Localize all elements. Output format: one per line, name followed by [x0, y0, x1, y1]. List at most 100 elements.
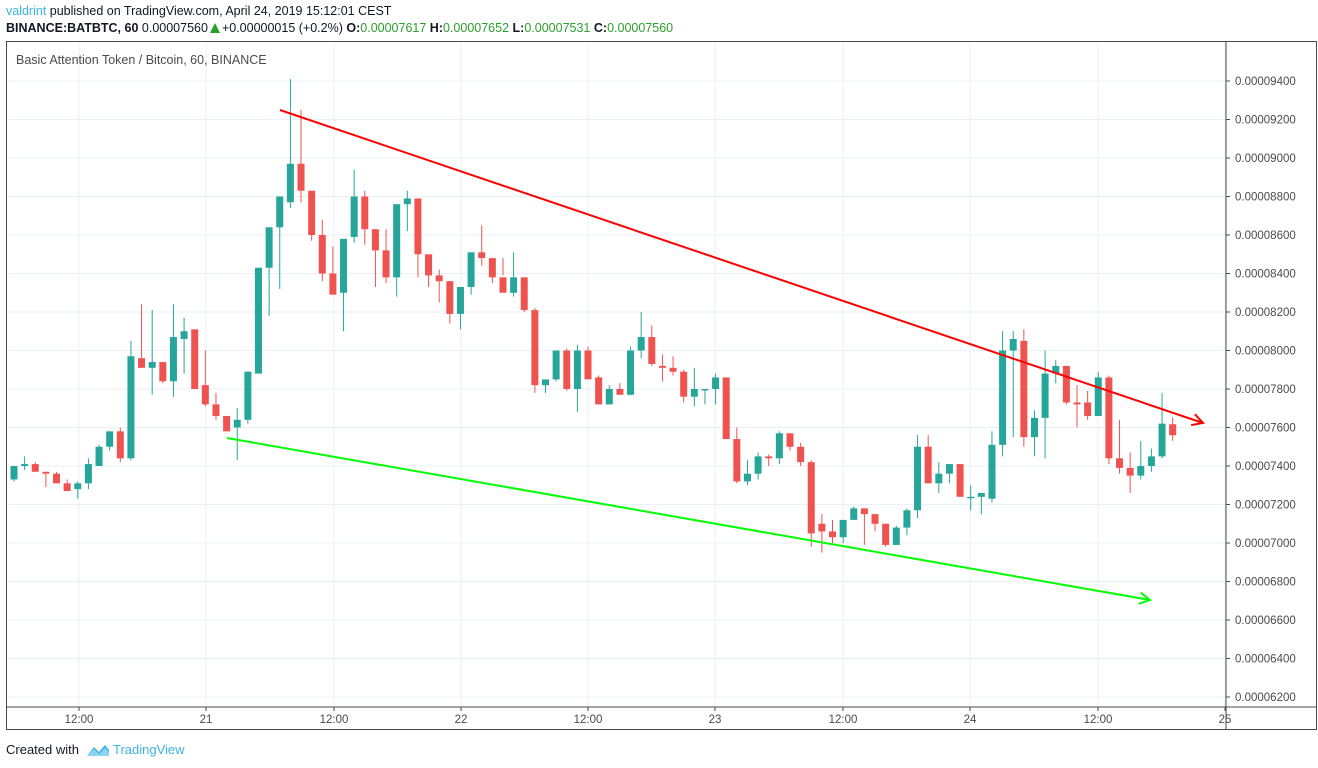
candle [680, 369, 688, 403]
x-tick-label: 23 [709, 714, 722, 726]
candle [1030, 410, 1038, 457]
candle [95, 444, 103, 466]
candle [53, 471, 61, 484]
x-tick-label: 22 [455, 714, 468, 726]
candle [340, 238, 348, 332]
candle [371, 229, 379, 287]
candle [1052, 360, 1060, 384]
candle [733, 427, 741, 484]
candle [297, 109, 305, 203]
candle [850, 506, 858, 520]
candle [1158, 392, 1166, 459]
candle [265, 227, 273, 316]
candle [180, 317, 188, 374]
y-tick-label: 0.00008200 [1235, 307, 1296, 319]
candle [892, 525, 900, 545]
publish-info: valdrint published on TradingView.com, A… [6, 4, 391, 18]
candle [914, 435, 922, 518]
candle [584, 346, 592, 380]
candle [478, 225, 486, 266]
y-tick-label: 0.00009000 [1235, 153, 1296, 165]
candle [148, 310, 156, 395]
y-tick-label: 0.00008800 [1235, 192, 1296, 204]
candle [42, 471, 50, 488]
candle [754, 452, 762, 480]
y-tick-label: 0.00007000 [1235, 538, 1296, 550]
candle [446, 281, 454, 324]
candle [329, 246, 337, 295]
candle [1116, 419, 1124, 474]
support-trendline[interactable] [226, 437, 1153, 605]
close-label: C: [593, 21, 608, 35]
candle [797, 442, 805, 466]
candle [903, 508, 911, 536]
x-tick-label: 21 [200, 714, 213, 726]
last-price: 0.00007560 [141, 21, 208, 35]
candle [393, 204, 401, 297]
candle [116, 427, 124, 463]
up-arrow-icon [209, 23, 220, 33]
candle [616, 383, 624, 395]
candle [871, 514, 879, 532]
candle [839, 519, 847, 543]
y-tick-label: 0.00007800 [1235, 384, 1296, 396]
candle [1105, 375, 1113, 465]
candle [605, 385, 613, 405]
candle [712, 373, 720, 405]
symbol-label: BINANCE:BATBTC, 60 [6, 21, 139, 35]
author-link[interactable]: valdrint [6, 4, 47, 18]
candle [308, 190, 316, 241]
candle [382, 229, 390, 284]
candle [882, 523, 890, 547]
tradingview-link[interactable]: TradingView [113, 742, 185, 757]
candle [531, 308, 539, 393]
candle [701, 389, 709, 405]
candle [999, 331, 1007, 457]
candle [1009, 331, 1017, 438]
candle [84, 458, 92, 490]
candle [488, 258, 496, 284]
candle [425, 254, 433, 287]
y-tick-label: 0.00008400 [1235, 269, 1296, 281]
candle [552, 350, 560, 382]
candle [106, 431, 114, 451]
candle [765, 454, 773, 466]
y-tick-label: 0.00009200 [1235, 115, 1296, 127]
chart-title: Basic Attention Token / Bitcoin, 60, BIN… [16, 53, 267, 67]
candlestick-chart[interactable]: 0.00009400 0.00009200 0.00009000 0.00008800… [6, 41, 1317, 730]
candle [722, 377, 730, 440]
x-tick-label: 12:00 [574, 714, 603, 726]
tradingview-logo-icon [86, 745, 109, 756]
candle [1126, 452, 1134, 493]
candle [1137, 440, 1145, 480]
x-tick-label: 12:00 [829, 714, 858, 726]
created-with-label: Created with [6, 742, 79, 757]
candle [138, 304, 146, 368]
candle [542, 379, 549, 393]
candle [595, 375, 603, 405]
candle [945, 464, 953, 484]
candle [573, 344, 581, 413]
candle [159, 362, 167, 384]
candle [775, 431, 783, 465]
candle [977, 492, 985, 515]
candle [563, 348, 571, 391]
close-value: 0.00007560 [607, 21, 674, 35]
candle [648, 325, 656, 366]
y-tick-label: 0.00007400 [1235, 461, 1296, 473]
x-tick-label: 25 [1219, 714, 1232, 726]
candle [637, 312, 645, 359]
publish-text: published on TradingView.com, April 24, … [46, 4, 392, 18]
candle [318, 219, 326, 282]
candle [414, 198, 422, 278]
low-label: L: [512, 21, 525, 35]
candle [924, 435, 932, 484]
candle [1169, 417, 1177, 441]
candle [233, 408, 241, 461]
resistance-trendline[interactable] [279, 109, 1205, 427]
y-tick-label: 0.00006800 [1235, 577, 1296, 589]
y-tick-label: 0.00007600 [1235, 423, 1296, 435]
price-change: +0.00000015 (+0.2%) [221, 21, 343, 35]
candle [988, 431, 996, 503]
y-tick-label: 0.00006600 [1235, 615, 1296, 627]
